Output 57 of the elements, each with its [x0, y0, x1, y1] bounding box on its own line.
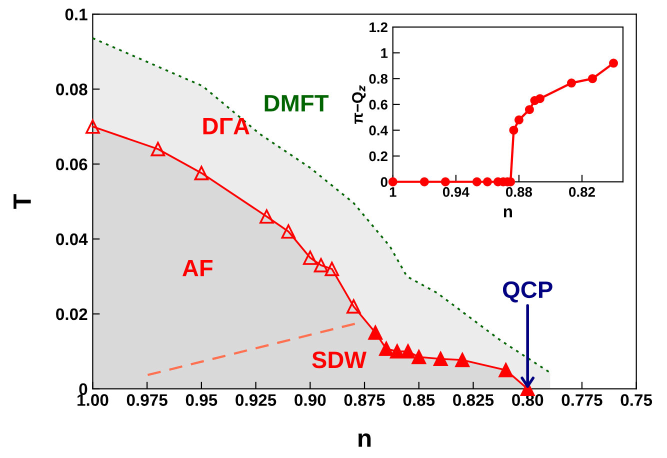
x-tick-label: 0.775 [562, 394, 602, 406]
y-tick-label: 0.1 [65, 8, 88, 20]
annotation: DMFT [264, 95, 329, 112]
point [303, 250, 318, 265]
y-tick-label: 0.02 [56, 308, 88, 320]
point [324, 262, 340, 276]
point [588, 74, 598, 84]
annotation: DΓA [203, 118, 250, 134]
y-axis-title: T [14, 194, 31, 209]
x-axis-title: n [358, 433, 371, 447]
x-tick-label: 0.925 [236, 394, 276, 406]
y-tick-label: 1.2 [370, 22, 388, 32]
point [514, 115, 524, 124]
y-tick-label: 1 [381, 48, 388, 58]
point [472, 177, 482, 186]
point [440, 177, 450, 186]
annotation: QCP [502, 281, 552, 302]
point [482, 177, 492, 186]
y-axis-title: π−Q$_{z}$ [352, 85, 366, 124]
y-tick-label: 0 [79, 383, 88, 396]
x-tick-label: 0.75 [620, 394, 652, 406]
point [566, 78, 576, 88]
x-tick-label: 0.875 [344, 394, 385, 406]
y-tick-label: 0 [380, 177, 388, 187]
x-tick-label: 1 [390, 187, 396, 197]
point [194, 166, 209, 180]
point [314, 258, 328, 272]
point [346, 299, 361, 314]
annotation: SDW [312, 351, 366, 368]
point [260, 209, 274, 224]
point [86, 119, 100, 134]
point [388, 177, 398, 186]
x-tick-label: 1.00 [78, 394, 108, 406]
point [509, 126, 518, 135]
point [524, 105, 534, 114]
y-tick-label: 0.08 [56, 84, 88, 96]
x-tick-label: 0.95 [186, 394, 218, 406]
annotation: AF [182, 260, 212, 276]
x-tick-label: 0.88 [506, 187, 532, 197]
x-tick-label: 0.85 [403, 394, 435, 406]
x-tick-label: 0.825 [453, 394, 494, 406]
x-tick-label: 0.975 [126, 394, 168, 406]
y-tick-label: 0.8 [369, 74, 388, 84]
point [281, 224, 296, 239]
point [609, 58, 618, 68]
x-tick-label: 0.82 [569, 187, 595, 197]
y-tick-label: 0.6 [369, 100, 388, 110]
y-tick-label: 0.04 [56, 233, 88, 246]
point [150, 142, 166, 156]
y-tick-label: 0.06 [56, 158, 88, 170]
x-axis-title: n [504, 208, 512, 218]
x-tick-label: 0.94 [442, 187, 470, 197]
point [420, 177, 429, 186]
y-tick-label: 0.2 [369, 151, 388, 162]
y-tick-label: 0.4 [369, 126, 388, 136]
point [535, 94, 544, 104]
x-tick-label: 0.90 [294, 394, 326, 406]
